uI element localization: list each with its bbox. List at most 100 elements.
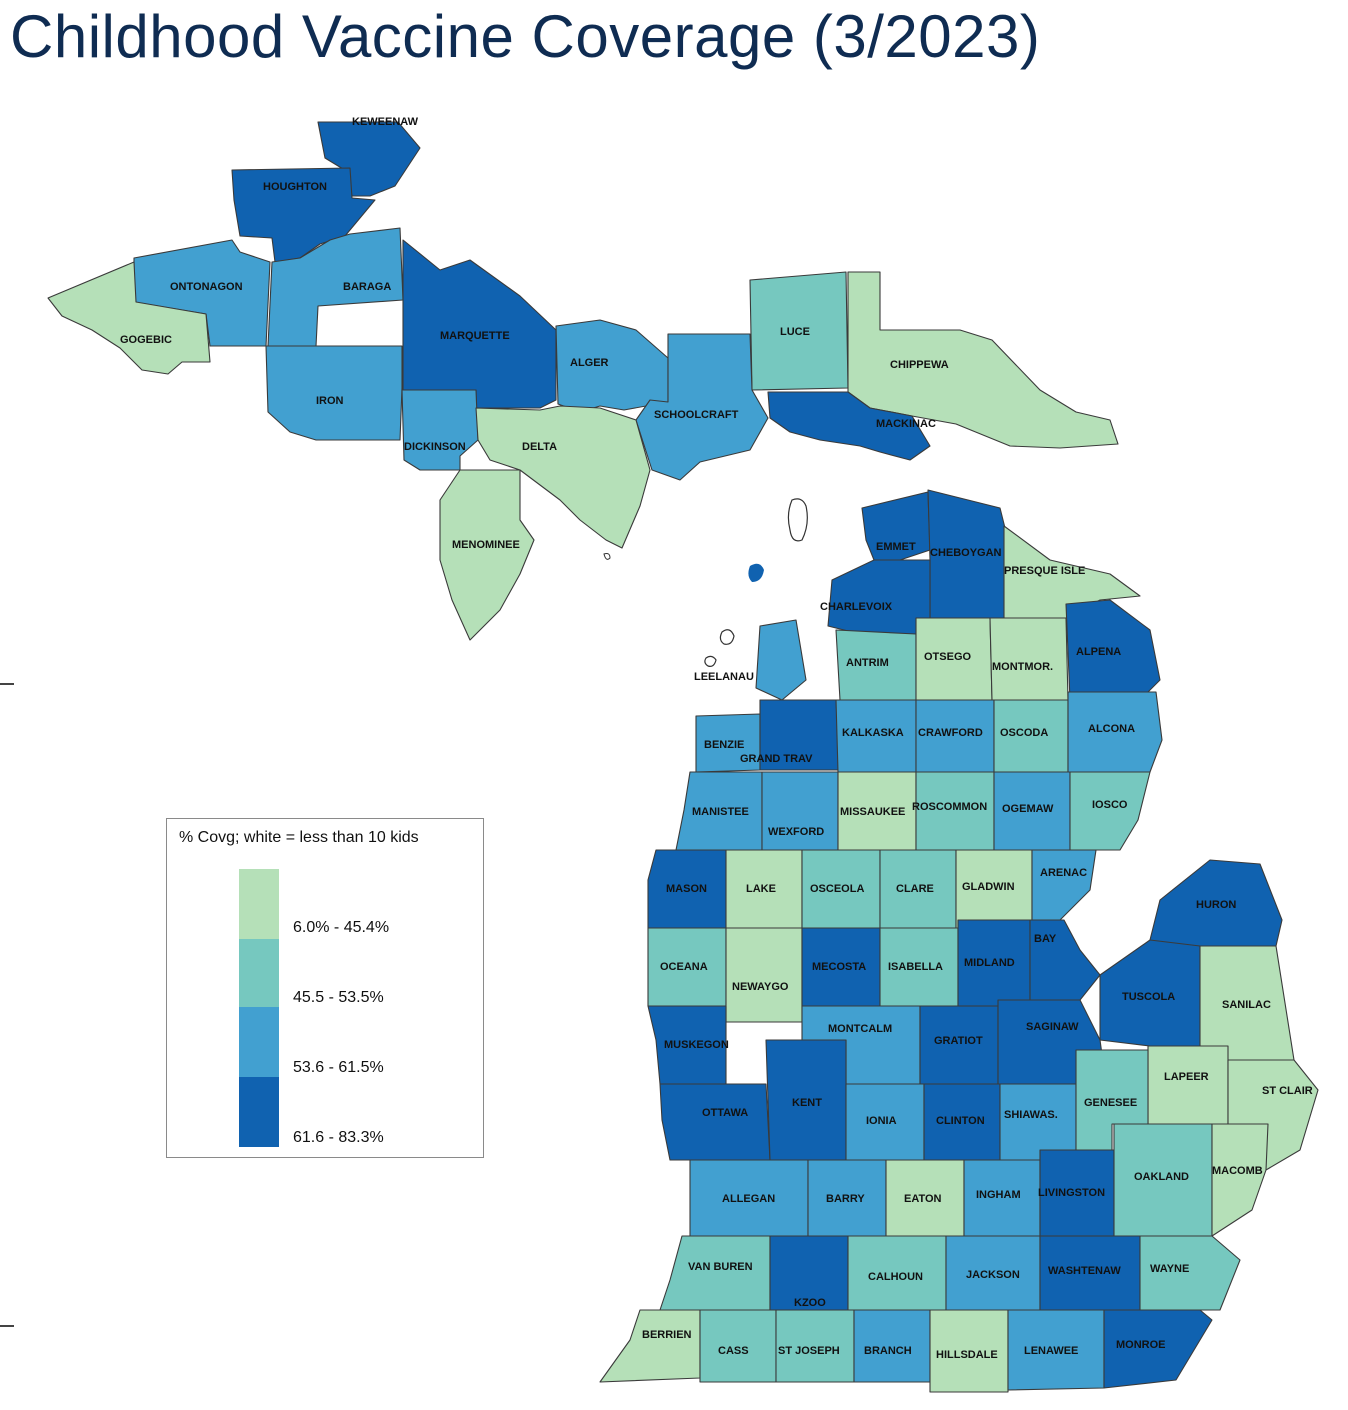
county-label: GRATIOT [934, 1035, 983, 1047]
county-label: ROSCOMMON [912, 801, 987, 813]
county-region [725, 927, 803, 1023]
county-label: SCHOOLCRAFT [654, 409, 739, 421]
county-region [827, 559, 931, 637]
county-label: OAKLAND [1134, 1171, 1189, 1183]
county-label: IONIA [866, 1115, 897, 1127]
island [704, 655, 717, 667]
county-region [1147, 1045, 1229, 1125]
county-region [599, 1309, 701, 1383]
legend-swatch [239, 1077, 279, 1147]
counties-layer [47, 121, 1319, 1393]
county-region [767, 391, 931, 461]
county-label: CASS [718, 1345, 749, 1357]
map-legend: % Covg; white = less than 10 kids 6.0% -… [166, 818, 484, 1158]
county-label: OSCODA [1000, 727, 1048, 739]
island [787, 498, 808, 542]
legend-range-label: 6.0% - 45.4% [293, 919, 390, 936]
county-label: MASON [666, 883, 707, 895]
county-label: GOGEBIC [120, 334, 172, 346]
left-edge-tick [0, 683, 14, 685]
county-label: INGHAM [976, 1189, 1021, 1201]
legend-range-label: 45.5 - 53.5% [293, 989, 384, 1006]
county-labels-layer: KEWEENAW HOUGHTON ONTONAGON BARAGA GOGEBIC MA… [120, 116, 1313, 1361]
county-label: EATON [904, 1193, 942, 1205]
county-region [47, 261, 211, 375]
county-label: WASHTENAW [1048, 1265, 1121, 1277]
island [603, 553, 611, 560]
county-region [755, 619, 807, 701]
county-region [1103, 1309, 1213, 1389]
county-label: MONTCALM [828, 1023, 892, 1035]
county-label: ST JOSEPH [778, 1345, 840, 1357]
county-label: HILLSDALE [936, 1349, 998, 1361]
county-label: ALLEGAN [722, 1193, 775, 1205]
county-label: SHIAWAS. [1004, 1109, 1058, 1121]
county-label: SAGINAW [1026, 1021, 1079, 1033]
county-label: CHEBOYGAN [930, 547, 1002, 559]
county-label: LAKE [746, 883, 776, 895]
county-region [475, 405, 651, 549]
county-label: ONTONAGON [170, 281, 243, 293]
county-label: KENT [792, 1097, 822, 1109]
county-label: MISSAUKEE [840, 806, 905, 818]
county-label: OSCEOLA [810, 883, 864, 895]
county-label: OGEMAW [1002, 803, 1054, 815]
county-region [1069, 771, 1151, 851]
county-label: GENESEE [1084, 1097, 1137, 1109]
county-label: LENAWEE [1024, 1345, 1078, 1357]
county-label: MANISTEE [692, 806, 749, 818]
county-region [989, 617, 1069, 701]
county-label: WAYNE [1150, 1263, 1189, 1275]
county-label: BARRY [826, 1193, 865, 1205]
county-label: ALGER [570, 357, 609, 369]
islands-layer [603, 498, 808, 667]
county-label: OTSEGO [924, 651, 972, 663]
map-title: Childhood Vaccine Coverage (3/2023) [10, 3, 1041, 70]
county-label: MARQUETTE [440, 330, 510, 342]
county-label: JACKSON [966, 1269, 1020, 1281]
county-label: OTTAWA [702, 1107, 748, 1119]
county-label: TUSCOLA [1122, 991, 1175, 1003]
county-label: CRAWFORD [918, 727, 983, 739]
county-label: MACKINAC [876, 418, 936, 430]
county-label: LUCE [780, 326, 810, 338]
county-label: HURON [1196, 899, 1236, 911]
county-label: VAN BUREN [688, 1261, 753, 1273]
county-label: CALHOUN [868, 1271, 923, 1283]
county-label: MENOMINEE [452, 539, 520, 551]
county-label: SANILAC [1222, 999, 1271, 1011]
county-label: BARAGA [343, 281, 391, 293]
county-label: MECOSTA [812, 961, 866, 973]
island [719, 629, 735, 645]
county-label: KALKASKA [842, 727, 904, 739]
county-region [265, 345, 403, 441]
county-label: CHARLEVOIX [820, 601, 893, 613]
county-label: KZOO [794, 1297, 826, 1309]
county-region [1211, 1123, 1269, 1237]
county-label: ALCONA [1088, 723, 1135, 735]
island [748, 563, 764, 582]
county-region [1139, 1235, 1241, 1311]
county-region [1067, 691, 1163, 773]
county-region [635, 333, 769, 481]
county-region [1029, 919, 1101, 1001]
county-label: LAPEER [1164, 1071, 1209, 1083]
michigan-county-map: KEWEENAW HOUGHTON ONTONAGON BARAGA GOGEBIC MA… [47, 116, 1319, 1393]
county-label: BRANCH [864, 1345, 912, 1357]
county-label: IRON [316, 395, 344, 407]
county-label: GRAND TRAV [740, 753, 813, 765]
county-label: DELTA [522, 441, 557, 453]
county-label: ANTRIM [846, 657, 889, 669]
county-label: LEELANAU [694, 671, 754, 683]
county-label: ALPENA [1076, 646, 1121, 658]
county-label: WEXFORD [768, 826, 824, 838]
county-label: CHIPPEWA [890, 359, 949, 371]
county-region [999, 1083, 1077, 1161]
county-label: KEWEENAW [352, 116, 419, 128]
county-label: CLARE [896, 883, 934, 895]
county-label: DICKINSON [404, 441, 466, 453]
county-label: BENZIE [704, 739, 744, 751]
county-region [659, 1083, 771, 1161]
legend-swatch [239, 1007, 279, 1077]
county-label: IOSCO [1092, 799, 1128, 811]
